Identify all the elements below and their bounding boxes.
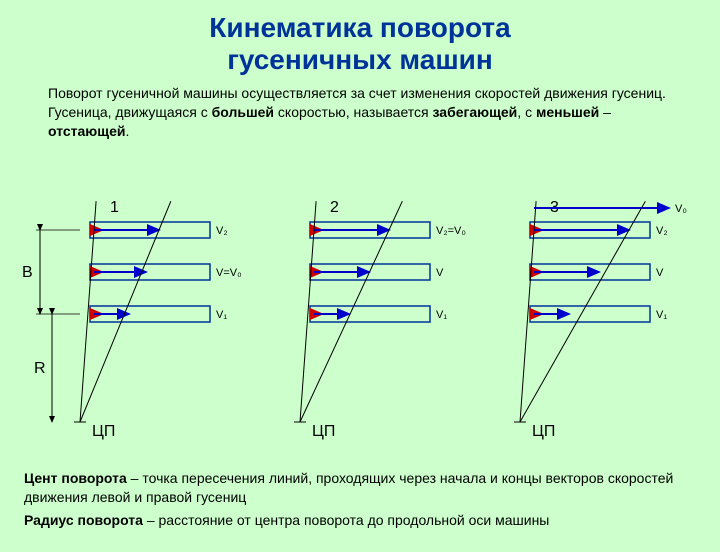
svg-text:B: B	[22, 264, 33, 281]
svg-text:V₂=V₀: V₂=V₀	[436, 225, 466, 237]
intro-b3: меньшей	[536, 104, 599, 120]
intro-tail: .	[125, 123, 129, 139]
svg-text:V₁: V₁	[656, 309, 667, 321]
intro-m2: , с	[517, 104, 536, 120]
svg-text:ЦП: ЦП	[532, 423, 555, 440]
svg-text:V=V₀: V=V₀	[216, 267, 242, 279]
svg-text:2: 2	[330, 199, 339, 216]
svg-text:1: 1	[110, 199, 119, 216]
svg-text:V₁: V₁	[216, 309, 227, 321]
title-line1: Кинематика поворота	[209, 12, 510, 43]
svg-text:V₂: V₂	[656, 225, 668, 237]
svg-text:ЦП: ЦП	[312, 423, 335, 440]
footer-p1-term: Цент поворота	[24, 470, 127, 486]
intro-text: Поворот гусеничной машины осуществляется…	[48, 84, 672, 141]
intro-b4: отстающей	[48, 123, 125, 139]
svg-text:ЦП: ЦП	[92, 423, 115, 440]
title-line2: гусеничных машин	[227, 44, 493, 75]
intro-b2: забегающей	[433, 104, 518, 120]
footer-block: Цент поворота – точка пересечения линий,…	[24, 465, 696, 534]
intro-b1: большей	[212, 104, 274, 120]
svg-text:V₁: V₁	[436, 309, 447, 321]
svg-text:R: R	[34, 360, 46, 377]
footer-p1: Цент поворота – точка пересечения линий,…	[24, 469, 696, 507]
kinematics-diagram: BR1V₂V=V₀V₁ЦП2V₂=V₀VV₁ЦП3V₂VV₁V₀ЦП	[0, 187, 720, 447]
intro-m1: скоростью, называется	[274, 104, 432, 120]
svg-text:V: V	[436, 267, 444, 279]
footer-p2-term: Радиус поворота	[24, 512, 143, 528]
intro-m3: –	[599, 104, 611, 120]
svg-text:V: V	[656, 267, 664, 279]
svg-text:V₀: V₀	[675, 203, 687, 215]
footer-p2: Радиус поворота – расстояние от центра п…	[24, 511, 696, 530]
page-title: Кинематика поворота гусеничных машин	[0, 12, 720, 76]
svg-text:V₂: V₂	[216, 225, 228, 237]
footer-p2-rest: – расстояние от центра поворота до продо…	[143, 512, 549, 528]
